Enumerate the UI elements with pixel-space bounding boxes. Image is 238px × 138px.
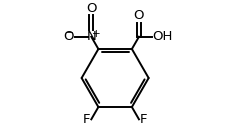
Text: O: O <box>63 30 74 43</box>
Text: OH: OH <box>153 30 173 43</box>
Text: +: + <box>92 29 100 39</box>
Text: O: O <box>86 2 97 15</box>
Text: F: F <box>140 113 148 126</box>
Text: N: N <box>86 30 96 43</box>
Text: −: − <box>65 28 74 38</box>
Text: O: O <box>134 9 144 22</box>
Text: F: F <box>83 113 90 126</box>
